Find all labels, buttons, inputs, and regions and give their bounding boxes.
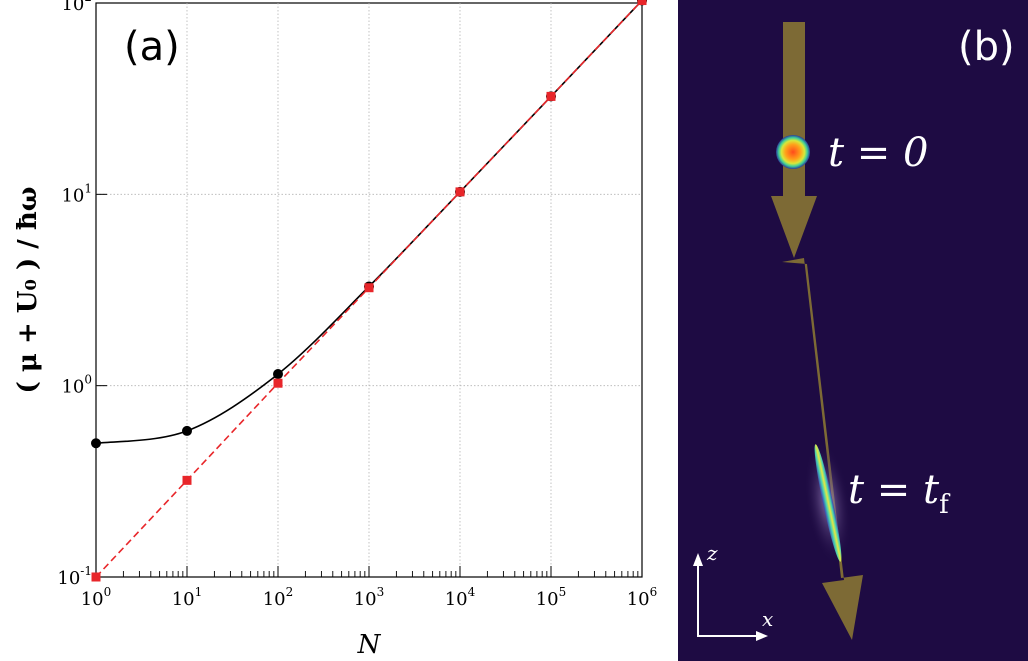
y-tick-exponent: 1	[84, 181, 92, 195]
t0-label: t = 0	[828, 130, 928, 176]
x-tick-exponent: 1	[195, 585, 203, 599]
series-0-point	[273, 369, 283, 380]
series-0-point	[91, 438, 101, 449]
x-tick-exponent: 2	[286, 585, 294, 599]
x-tick-label: 103	[354, 585, 385, 610]
y-tick-label: 10-1	[57, 564, 92, 589]
x-tick-base: 10	[81, 589, 104, 610]
final-condensate	[814, 444, 842, 562]
series-1-point	[455, 187, 465, 197]
x-tick-labels: 100 101 102 103 104 105 106	[81, 585, 658, 610]
initial-condensate	[776, 135, 810, 169]
z-axis-text: z	[706, 541, 718, 565]
x-tick-label: 102	[263, 585, 294, 610]
series-1-point	[91, 572, 101, 582]
y-tick-base: 10	[61, 185, 84, 206]
x-tick-base: 10	[536, 589, 559, 610]
lower-trajectory-arrow	[782, 258, 863, 640]
panel-a-label: (a)	[124, 24, 180, 70]
tf-label-subscript: f	[939, 490, 951, 520]
x-tick-exponent: 3	[377, 585, 385, 599]
x-tick-label: 106	[627, 585, 658, 610]
panel-b-label: (b)	[958, 24, 1015, 70]
y-tick-labels: 10-1100101102	[57, 0, 92, 589]
y-axis-label: ( μ + U₀ ) / ħω	[13, 187, 43, 394]
x-axis-label: N	[357, 630, 382, 660]
y-tick-exponent: 2	[84, 0, 92, 4]
x-axis-text: x	[762, 607, 773, 631]
marker-layer	[91, 0, 647, 582]
y-tick-exponent: -1	[80, 564, 92, 578]
panel-b: (b) t = 0 t = tf z x	[678, 0, 1028, 661]
series-1-point	[273, 378, 283, 388]
x-tick-exponent: 5	[559, 585, 567, 599]
y-tick-label: 100	[61, 373, 92, 398]
y-tick-base: 10	[61, 0, 84, 15]
x-tick-base: 10	[627, 589, 650, 610]
y-tick-exponent: 0	[84, 373, 92, 387]
minor-ticks	[95, 2, 643, 578]
x-tick-base: 10	[172, 589, 195, 610]
x-tick-label: 104	[445, 585, 476, 610]
x-tick-label: 105	[536, 585, 567, 610]
x-tick-label: 101	[172, 585, 203, 610]
z-axis-arrowhead	[693, 553, 703, 566]
tf-label-main: t = t	[848, 467, 940, 513]
series-1-point	[546, 91, 556, 101]
panel-b-background	[678, 0, 1028, 661]
axes-indicator: z x	[693, 541, 773, 641]
x-tick-base: 10	[263, 589, 286, 610]
x-tick-base: 10	[354, 589, 377, 610]
x-tick-base: 10	[445, 589, 468, 610]
y-tick-label: 102	[61, 0, 92, 15]
x-tick-label: 100	[81, 585, 112, 610]
series-1-point	[364, 283, 374, 293]
y-tick-base: 10	[61, 377, 84, 398]
series-1-point	[182, 475, 192, 485]
x-tick-exponent: 6	[650, 585, 658, 599]
x-tick-exponent: 0	[104, 585, 112, 599]
y-tick-label: 101	[61, 181, 92, 206]
x-tick-exponent: 4	[468, 585, 476, 599]
x-axis-arrowhead	[756, 631, 768, 641]
series-1-point	[637, 0, 647, 6]
series-0-point	[182, 425, 192, 436]
y-tick-base: 10	[57, 568, 80, 589]
tf-label: t = tf	[848, 467, 951, 520]
